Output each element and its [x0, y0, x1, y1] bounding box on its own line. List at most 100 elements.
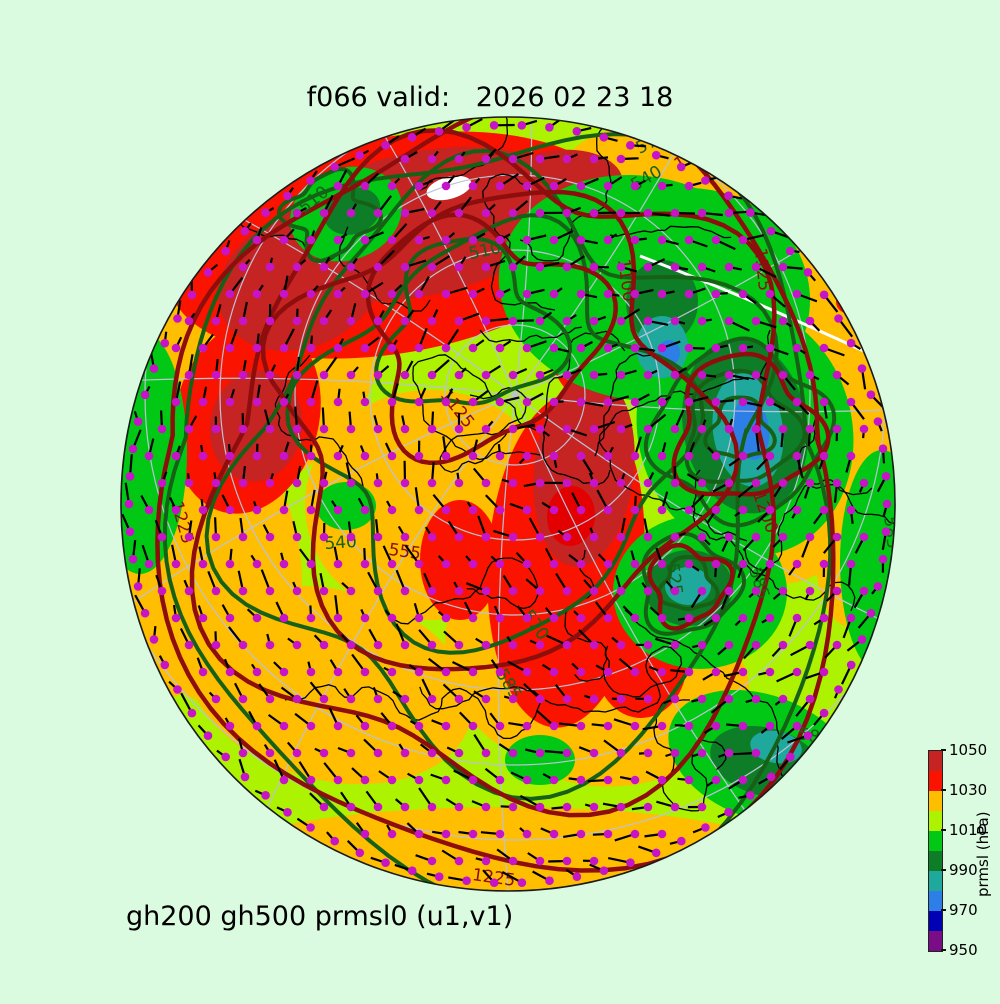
station-dot — [134, 417, 143, 426]
station-dot — [847, 560, 856, 569]
station-dot — [496, 614, 505, 623]
station-dot — [496, 290, 505, 299]
station-dot — [766, 668, 775, 677]
station-dot — [834, 685, 843, 694]
station-dot — [847, 661, 856, 670]
station-dot — [712, 506, 721, 515]
station-dot — [469, 668, 478, 677]
station-dot — [428, 587, 437, 596]
station-dot — [752, 371, 761, 380]
station-dot — [239, 533, 248, 542]
station-dot — [158, 479, 167, 488]
station-dot — [401, 209, 410, 218]
station-dot — [334, 398, 343, 407]
station-dot — [698, 749, 707, 758]
station-dot — [320, 425, 329, 434]
station-dot — [550, 344, 559, 353]
station-dot — [617, 749, 626, 758]
station-dot — [226, 614, 235, 623]
station-dot — [523, 560, 532, 569]
station-dot — [509, 371, 518, 380]
station-dot — [226, 560, 235, 569]
station-dot — [496, 344, 505, 353]
station-dot — [334, 776, 343, 785]
station-dot — [320, 641, 329, 650]
station-dot — [685, 452, 694, 461]
station-dot — [212, 317, 221, 326]
station-dot — [283, 808, 292, 817]
station-dot — [685, 776, 694, 785]
station-dot — [161, 339, 170, 348]
station-dot — [482, 263, 491, 272]
station-dot — [334, 236, 343, 245]
station-dot — [126, 527, 135, 536]
station-dot — [482, 425, 491, 434]
station-dot — [347, 803, 356, 812]
station-dot — [658, 668, 667, 677]
station-dot — [617, 263, 626, 272]
station-dot — [509, 857, 518, 866]
station-dot — [563, 749, 572, 758]
station-dot — [158, 587, 167, 596]
station-dot — [415, 560, 424, 569]
station-dot — [604, 398, 613, 407]
station-dot — [509, 641, 518, 650]
station-dot — [671, 803, 680, 812]
station-dot — [266, 587, 275, 596]
station-dot — [767, 773, 776, 782]
station-dot — [428, 209, 437, 218]
station-dot — [306, 823, 315, 832]
station-dot — [604, 182, 613, 191]
station-dot — [356, 849, 365, 858]
station-dot — [280, 614, 289, 623]
station-dot — [226, 398, 235, 407]
station-dot — [320, 479, 329, 488]
station-dot — [462, 876, 471, 885]
station-dot — [860, 425, 869, 434]
station-dot — [361, 668, 370, 677]
station-dot — [401, 371, 410, 380]
station-dot — [442, 668, 451, 677]
station-dot — [509, 587, 518, 596]
station-dot — [428, 857, 437, 866]
station-dot — [509, 695, 518, 704]
station-dot — [577, 614, 586, 623]
station-dot — [644, 317, 653, 326]
station-dot — [523, 290, 532, 299]
station-dot — [806, 587, 815, 596]
station-dot — [442, 236, 451, 245]
station-dot — [577, 344, 586, 353]
station-dot — [671, 695, 680, 704]
station-dot — [652, 151, 661, 160]
colorbar-segment — [929, 791, 942, 811]
station-dot — [698, 695, 707, 704]
station-dot — [293, 425, 302, 434]
station-dot — [455, 641, 464, 650]
station-dot — [266, 425, 275, 434]
station-dot — [604, 290, 613, 299]
station-dot — [658, 182, 667, 191]
station-dot — [496, 560, 505, 569]
station-dot — [563, 803, 572, 812]
station-dot — [307, 398, 316, 407]
station-dot — [518, 121, 527, 130]
station-dot — [604, 344, 613, 353]
station-dot — [563, 695, 572, 704]
station-dot — [239, 371, 248, 380]
station-dot — [469, 506, 478, 515]
station-dot — [334, 182, 343, 191]
station-dot — [617, 587, 626, 596]
station-dot — [199, 398, 208, 407]
station-dot — [806, 533, 815, 542]
station-dot — [185, 425, 194, 434]
station-dot — [307, 668, 316, 677]
station-dot — [563, 155, 572, 164]
station-dot — [577, 398, 586, 407]
station-dot — [199, 614, 208, 623]
station-dot — [658, 506, 667, 515]
station-dot — [415, 506, 424, 515]
station-dot — [590, 317, 599, 326]
colorbar-segment — [929, 811, 942, 831]
station-dot — [188, 291, 197, 300]
